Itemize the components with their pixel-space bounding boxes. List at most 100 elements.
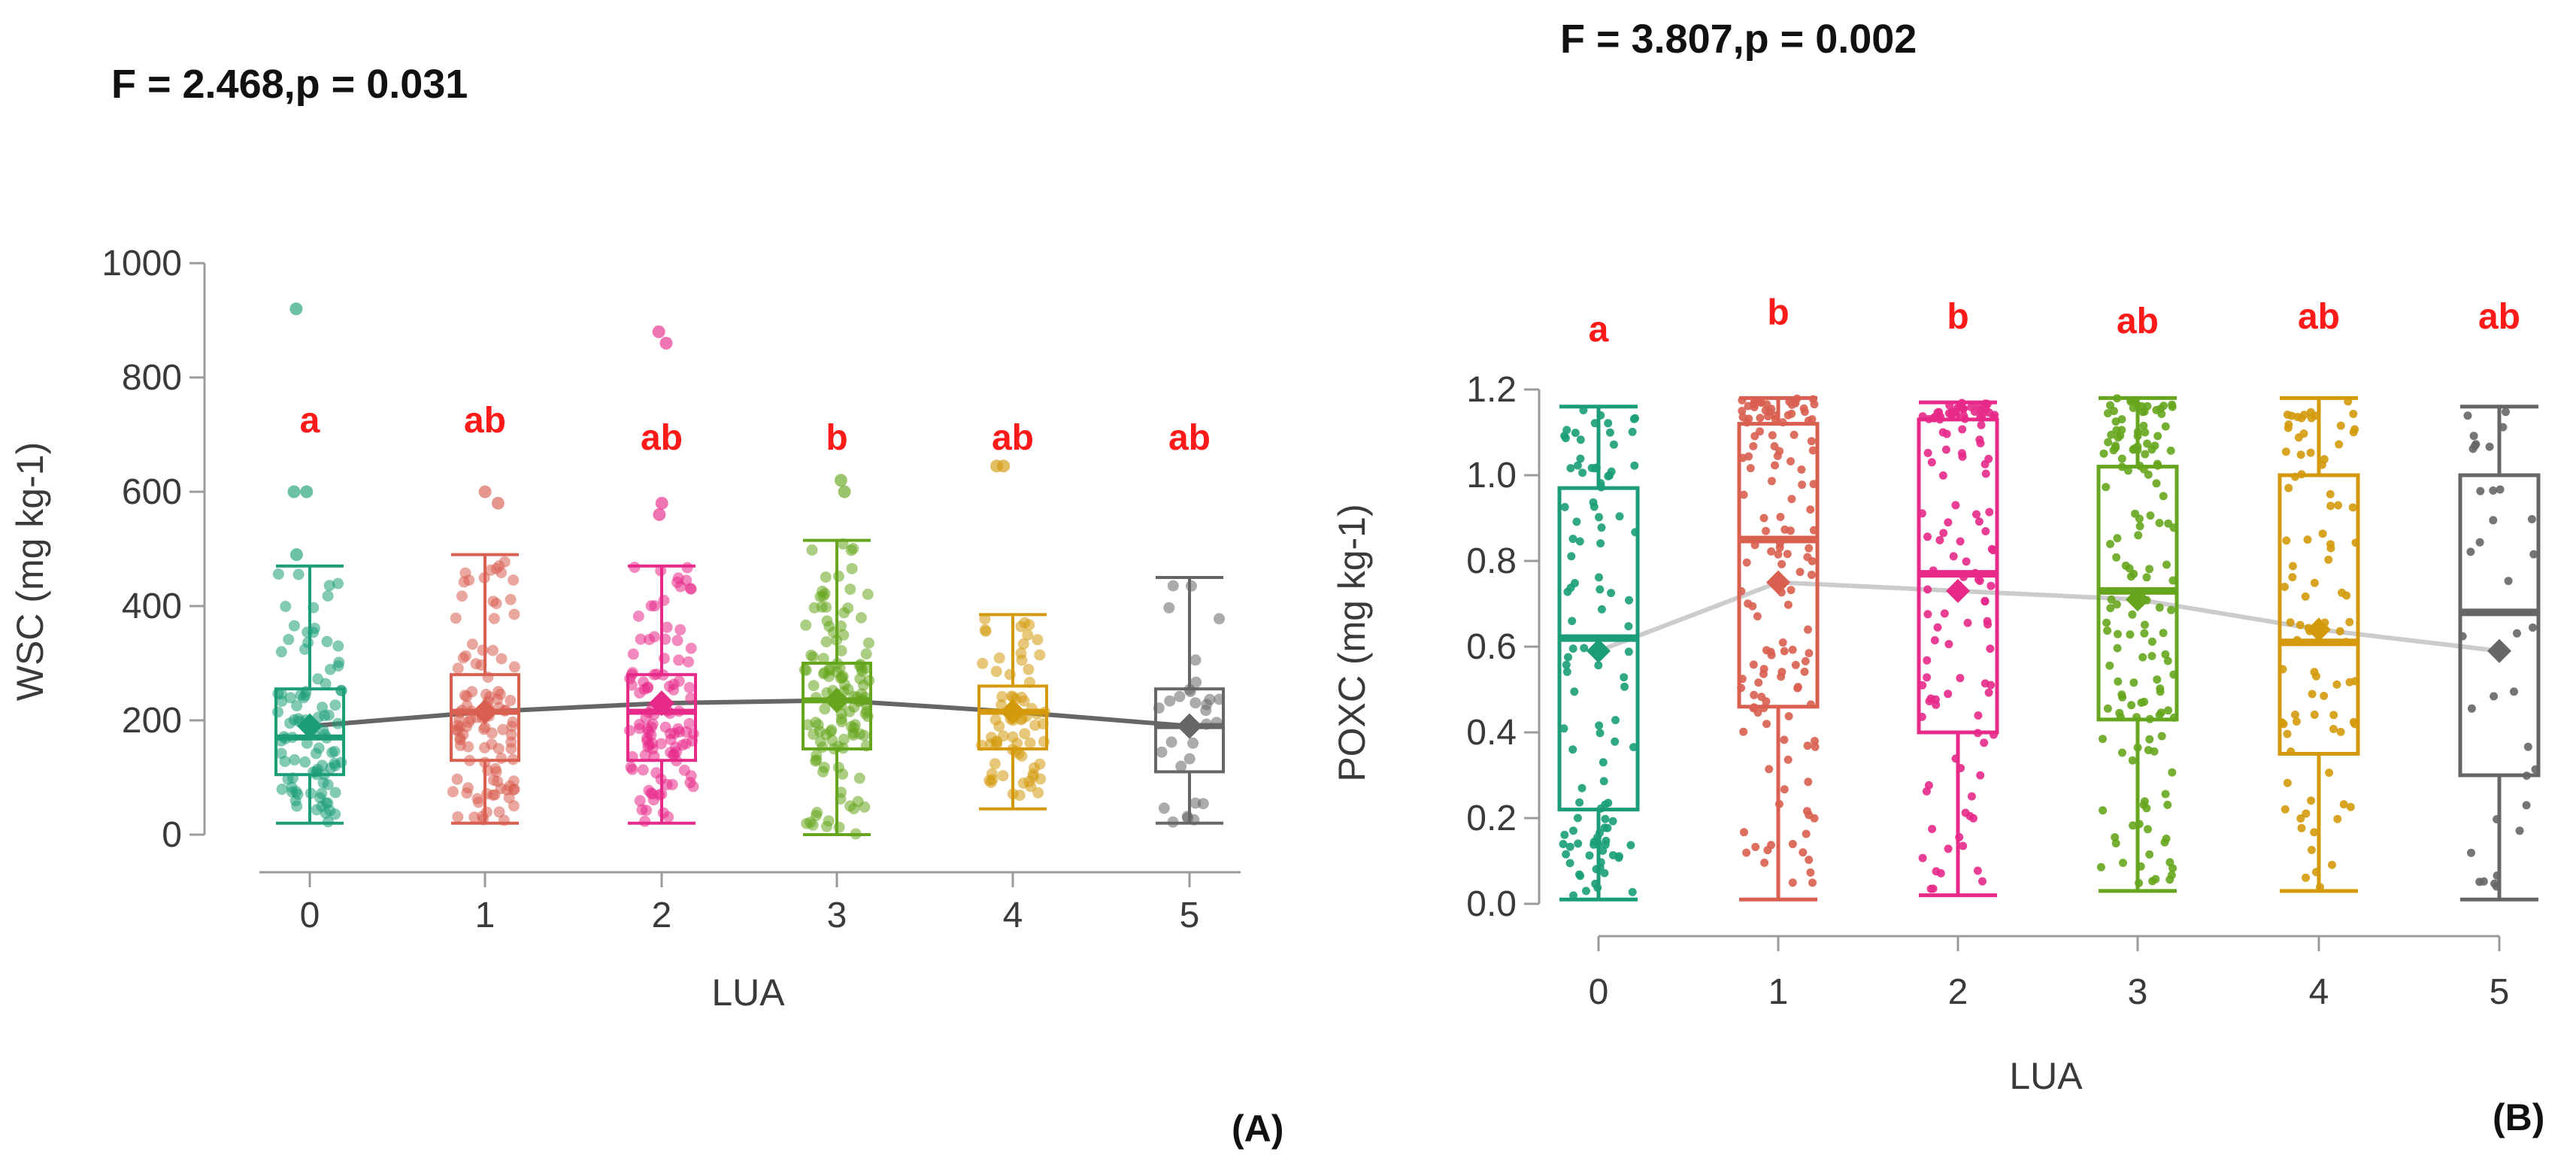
- data-point: [2115, 708, 2124, 717]
- data-point: [2320, 455, 2329, 464]
- data-point: [1214, 613, 1225, 625]
- data-point: [2296, 620, 2305, 629]
- data-point: [1930, 636, 1939, 644]
- data-point: [1802, 807, 1811, 816]
- data-point: [2527, 515, 2536, 523]
- data-point: [2127, 701, 2136, 710]
- data-point: [2328, 860, 2336, 869]
- data-point: [332, 717, 344, 729]
- iqr-box: [274, 687, 345, 777]
- data-point: [1576, 435, 1585, 444]
- data-point: [1602, 836, 1611, 845]
- data-point: [2490, 879, 2499, 888]
- data-point: [1560, 502, 1569, 511]
- data-point: [1776, 513, 1785, 521]
- data-point: [1762, 720, 1771, 729]
- data-point: [2310, 711, 2319, 719]
- y-tick-label-b: 0.2: [1466, 799, 1517, 838]
- data-point: [1750, 400, 1759, 409]
- data-point: [1624, 622, 1633, 631]
- data-point: [279, 756, 291, 768]
- data-point: [1956, 674, 1965, 683]
- data-point: [1767, 547, 1776, 556]
- data-point: [2167, 605, 2175, 614]
- data-point: [1806, 505, 1815, 514]
- data-point: [1740, 828, 1748, 837]
- data-point: [838, 733, 850, 745]
- data-point: [1600, 868, 1609, 878]
- data-point: [1599, 777, 1608, 786]
- data-point: [990, 665, 1002, 677]
- data-point: [1614, 852, 1623, 861]
- y-tick-label-b: 0.4: [1466, 713, 1517, 753]
- data-point: [451, 773, 463, 785]
- data-point: [2312, 671, 2320, 680]
- data-point: [1808, 556, 1817, 565]
- data-point: [2140, 797, 2149, 806]
- data-point: [2302, 873, 2311, 882]
- data-point: [2102, 618, 2111, 627]
- data-point: [1804, 625, 1812, 634]
- data-point: [1986, 644, 1995, 653]
- data-point: [1615, 512, 1624, 521]
- data-point: [2318, 529, 2327, 538]
- data-point: [1029, 720, 1041, 732]
- data-point: [2489, 486, 2498, 495]
- data-point: [1594, 661, 1603, 670]
- data-point: [647, 788, 659, 800]
- data-point: [1944, 518, 1953, 527]
- data-point: [1784, 755, 1793, 764]
- data-point: [2112, 553, 2121, 562]
- data-point: [1742, 848, 1751, 857]
- data-point: [1787, 586, 1796, 595]
- data-point: [1780, 785, 1789, 794]
- data-point: [2129, 445, 2138, 454]
- data-point: [1801, 656, 1810, 665]
- mean-diamond: [2307, 617, 2331, 642]
- data-point: [1739, 727, 1748, 736]
- points-group-a-1: [447, 485, 520, 826]
- data-point: [479, 741, 491, 753]
- data-point: [2292, 717, 2301, 726]
- data-point: [1767, 477, 1776, 486]
- data-point: [800, 619, 812, 631]
- data-point: [2145, 850, 2154, 859]
- data-point: [1575, 870, 1583, 879]
- data-point: [1959, 841, 1968, 850]
- data-point: [1599, 846, 1608, 855]
- data-point: [2106, 401, 2114, 410]
- data-point: [806, 544, 818, 556]
- data-point: [329, 759, 341, 771]
- data-point: [1595, 513, 1603, 522]
- data-point: [2147, 637, 2156, 646]
- data-point: [2161, 650, 2170, 659]
- outlier-point: [838, 485, 851, 499]
- data-point: [817, 653, 829, 665]
- panel-b: F = 3.807,p = 0.002 0.0 0.2 0.4 0.6 0.8 1.0 1.…: [1331, 17, 2544, 1138]
- data-point: [2148, 877, 2157, 886]
- data-point: [1742, 558, 1751, 567]
- data-point: [1158, 802, 1170, 814]
- data-point: [505, 743, 517, 755]
- significance-letter: ab: [1168, 418, 1211, 458]
- data-point: [635, 633, 647, 645]
- mean-trend-line-b: [1597, 580, 2500, 653]
- data-point: [2467, 704, 2476, 713]
- data-point: [321, 635, 333, 647]
- x-tick-label-b: 0: [1589, 972, 1609, 1012]
- data-point: [1032, 634, 1044, 646]
- data-point: [2162, 834, 2171, 843]
- data-point: [808, 680, 820, 692]
- data-point: [1923, 673, 1932, 682]
- iqr-box: [802, 662, 872, 750]
- data-point: [2157, 732, 2166, 741]
- data-point: [2349, 410, 2358, 418]
- data-point: [2143, 402, 2152, 411]
- data-point: [2118, 748, 2126, 757]
- data-point: [661, 621, 673, 633]
- data-point: [1807, 437, 1816, 446]
- data-point: [450, 612, 462, 624]
- data-point: [1810, 814, 1819, 823]
- data-point: [2135, 522, 2144, 531]
- data-point: [1974, 711, 1983, 720]
